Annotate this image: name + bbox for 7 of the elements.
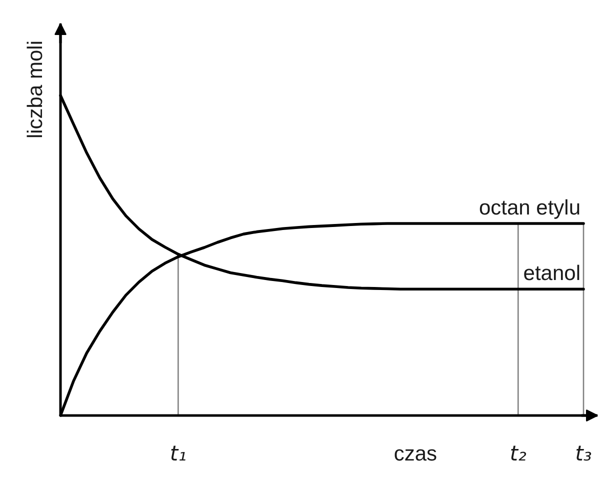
series-label: etanol	[523, 262, 581, 286]
y-axis-title: liczba moli	[24, 40, 47, 139]
x-tick-label: t₃	[575, 442, 592, 466]
x-tick-label: t₂	[510, 442, 528, 466]
x-axis-title: czas	[394, 442, 438, 466]
x-tick-label: t₁	[170, 442, 187, 466]
series-label: octan etylu	[478, 196, 581, 220]
